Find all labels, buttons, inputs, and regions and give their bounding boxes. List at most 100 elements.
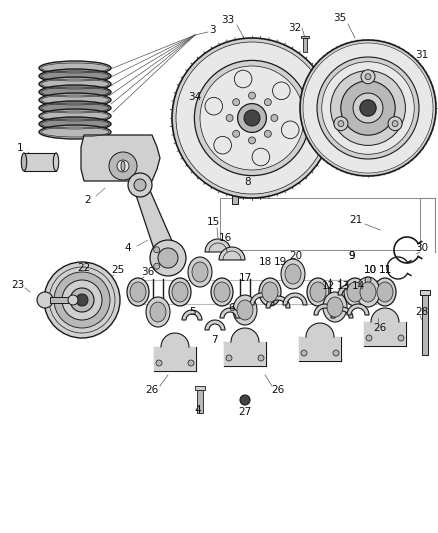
Polygon shape — [250, 293, 274, 305]
Text: 16: 16 — [219, 233, 232, 243]
Text: 19: 19 — [273, 257, 286, 267]
Circle shape — [109, 152, 137, 180]
Circle shape — [361, 70, 375, 84]
Polygon shape — [283, 293, 307, 305]
Polygon shape — [220, 308, 240, 318]
Circle shape — [366, 335, 372, 341]
Circle shape — [76, 294, 88, 306]
Ellipse shape — [53, 153, 59, 171]
Ellipse shape — [344, 278, 366, 306]
Circle shape — [234, 70, 252, 88]
Text: 26: 26 — [272, 385, 285, 395]
Text: 36: 36 — [141, 267, 155, 277]
Circle shape — [317, 57, 419, 159]
Polygon shape — [81, 135, 160, 181]
Text: 9: 9 — [349, 251, 355, 261]
Polygon shape — [50, 297, 73, 303]
Text: 7: 7 — [211, 335, 217, 345]
Text: 32: 32 — [288, 23, 302, 33]
Ellipse shape — [39, 117, 111, 131]
Circle shape — [188, 360, 194, 366]
Polygon shape — [301, 36, 309, 38]
Text: 20: 20 — [290, 251, 303, 261]
Text: 10: 10 — [364, 265, 377, 275]
Circle shape — [128, 173, 152, 197]
Text: 4: 4 — [194, 405, 201, 415]
Circle shape — [388, 117, 402, 131]
Text: 27: 27 — [238, 407, 251, 417]
Circle shape — [301, 350, 307, 356]
Circle shape — [303, 43, 433, 173]
Circle shape — [156, 360, 162, 366]
Circle shape — [360, 100, 376, 116]
Ellipse shape — [39, 69, 111, 83]
Circle shape — [117, 160, 129, 172]
Polygon shape — [303, 38, 307, 52]
Ellipse shape — [327, 297, 343, 317]
Polygon shape — [331, 307, 353, 318]
Text: 17: 17 — [238, 273, 251, 283]
Ellipse shape — [214, 282, 230, 302]
Circle shape — [200, 66, 304, 170]
Ellipse shape — [188, 257, 212, 287]
Circle shape — [62, 280, 102, 320]
Ellipse shape — [281, 259, 305, 289]
Polygon shape — [224, 328, 266, 366]
Ellipse shape — [310, 282, 326, 302]
Text: 14: 14 — [351, 281, 364, 291]
Circle shape — [341, 81, 395, 135]
Circle shape — [172, 38, 332, 198]
Polygon shape — [266, 296, 290, 308]
Circle shape — [365, 277, 371, 283]
Polygon shape — [24, 153, 56, 171]
Text: 30: 30 — [415, 243, 428, 253]
Text: 35: 35 — [333, 13, 346, 23]
Circle shape — [44, 262, 120, 338]
Circle shape — [353, 93, 383, 123]
Circle shape — [271, 115, 278, 122]
Ellipse shape — [130, 282, 146, 302]
Circle shape — [331, 70, 406, 146]
Text: 11: 11 — [378, 265, 392, 275]
Circle shape — [240, 395, 250, 405]
Circle shape — [205, 98, 223, 115]
Circle shape — [214, 136, 231, 154]
Ellipse shape — [262, 282, 278, 302]
Ellipse shape — [374, 278, 396, 306]
Ellipse shape — [356, 277, 380, 307]
Polygon shape — [205, 320, 225, 330]
Polygon shape — [219, 247, 245, 260]
Ellipse shape — [237, 300, 253, 320]
Text: 13: 13 — [336, 281, 350, 291]
Circle shape — [194, 60, 310, 175]
Ellipse shape — [39, 85, 111, 99]
Circle shape — [248, 137, 255, 144]
Circle shape — [398, 335, 404, 341]
Ellipse shape — [360, 282, 376, 302]
Ellipse shape — [39, 93, 111, 107]
Circle shape — [154, 247, 160, 253]
Polygon shape — [347, 304, 369, 315]
Polygon shape — [230, 180, 240, 185]
Text: 25: 25 — [111, 265, 125, 275]
Ellipse shape — [172, 282, 188, 302]
Ellipse shape — [21, 153, 27, 171]
Ellipse shape — [347, 282, 363, 302]
Circle shape — [281, 121, 299, 139]
Polygon shape — [420, 290, 430, 295]
Ellipse shape — [39, 109, 111, 123]
Ellipse shape — [323, 292, 347, 322]
Polygon shape — [232, 180, 238, 204]
Text: 2: 2 — [85, 195, 91, 205]
Text: 26: 26 — [145, 385, 159, 395]
Text: 28: 28 — [415, 307, 429, 317]
Polygon shape — [299, 323, 341, 361]
Circle shape — [176, 42, 328, 194]
Text: 1: 1 — [17, 143, 23, 153]
Circle shape — [334, 117, 348, 131]
Circle shape — [233, 131, 240, 138]
Circle shape — [272, 82, 290, 100]
Circle shape — [244, 110, 260, 126]
Text: 18: 18 — [258, 257, 272, 267]
Text: 9: 9 — [349, 251, 355, 261]
